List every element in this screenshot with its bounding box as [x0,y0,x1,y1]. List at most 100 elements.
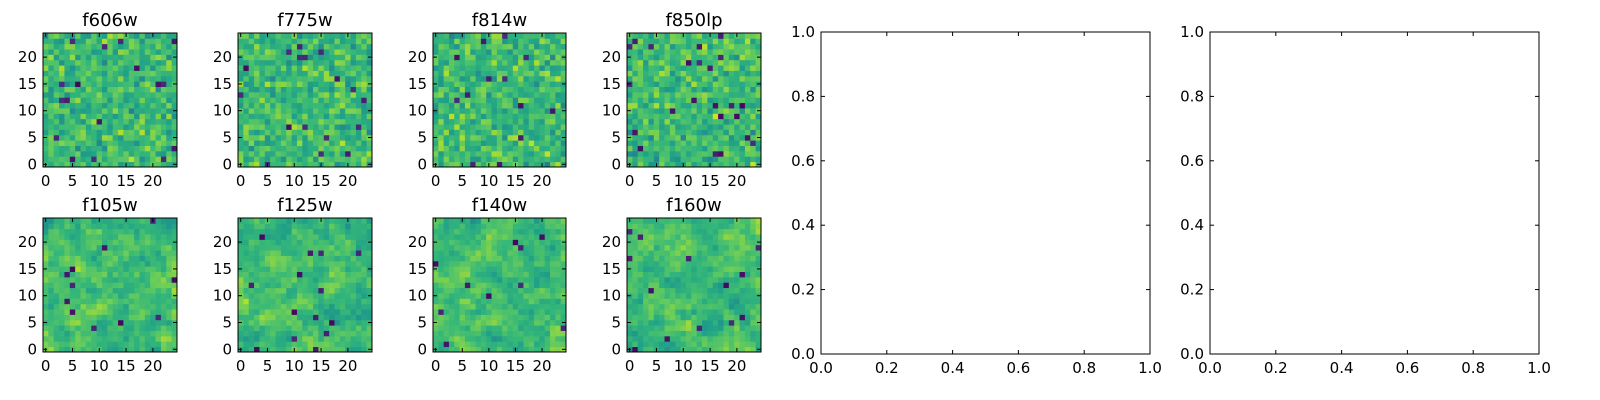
heatmap-cell [454,145,460,152]
heatmap-cell [286,319,292,326]
heatmap-cell [339,140,346,146]
heatmap-cell [101,59,108,66]
heatmap-cell [512,54,519,61]
heatmap-cell [523,234,530,240]
heatmap-cell [80,140,87,146]
heatmap-cell [361,282,368,289]
heatmap-cell [291,118,298,125]
heatmap-cell [118,260,124,267]
heatmap-cell [118,325,124,331]
heatmap-cell [91,325,97,331]
heatmap-cell [43,303,49,310]
heatmap-cell [313,250,319,256]
heatmap-cell [166,234,173,240]
heatmap-cell [280,150,287,157]
heatmap-cell [339,59,346,66]
heatmap-cell [696,49,703,55]
heatmap-cell [107,287,114,294]
heatmap-cell [680,145,687,152]
heatmap-cell [59,75,65,82]
heatmap-cell [734,97,740,104]
heatmap-cell [238,38,244,45]
heatmap-cell [675,282,681,289]
heatmap-cell [518,228,524,235]
heatmap-cell [96,271,103,278]
heatmap-cell [523,91,530,98]
heatmap-cell [107,335,114,342]
heatmap-cell [739,145,746,152]
heatmap-cell [480,239,487,246]
heatmap-cell [712,319,719,326]
heatmap-cell [323,346,330,353]
heatmap-cell [302,276,309,283]
heatmap-cell [80,330,87,337]
heatmap-cell [69,54,76,61]
heatmap-cell [96,59,103,66]
heatmap-cell [550,282,556,289]
heatmap-cell [259,234,266,240]
heatmap-cell [270,145,276,152]
heatmap-cell [433,223,439,230]
heatmap-cell [534,244,540,251]
heatmap-cell [664,266,671,272]
heatmap-cell [438,150,445,157]
heatmap-cell [166,298,173,305]
heatmap-cell [313,70,319,77]
heatmap-cell [459,319,466,326]
heatmap-cell [307,134,314,141]
heatmap-cell [96,260,103,267]
heatmap-cell [302,113,309,120]
heatmap-cell [96,86,103,93]
heatmap-cell [696,33,703,39]
heatmap-cell [659,319,665,326]
heatmap-cell [150,330,156,337]
heatmap-cell [264,86,271,93]
heatmap-cell [718,325,724,331]
heatmap-cell [264,255,271,262]
heatmap-cell [139,341,146,348]
heatmap-cells [43,33,178,168]
heatmap-cell [59,282,65,289]
heatmap-cell [502,346,508,353]
heatmap-cell [696,282,703,289]
heatmap-cell [286,244,292,251]
heatmap-cell [101,33,108,39]
heatmap-cell [454,239,460,246]
heatmap-cell [685,81,692,87]
heatmap-cell [53,81,60,87]
heatmap-cell [438,330,445,337]
heatmap-cell [139,244,146,251]
heatmap-cell [464,54,471,61]
heatmap-cell [653,86,660,93]
heatmap-cell [313,86,319,93]
heatmap-cell [470,250,476,256]
heatmap-cell [248,309,255,315]
heatmap-cell [675,97,681,104]
heatmap-cell [91,282,97,289]
heatmap-cell [323,43,330,50]
heatmap-cell [555,86,562,93]
heatmap-cell [264,287,271,294]
heatmap-cell [53,234,60,240]
heatmap-cell [118,140,124,146]
heatmap-cell [123,102,130,109]
heatmap-cell [459,134,466,141]
heatmap-cell [648,156,655,163]
heatmap-cell [502,97,508,104]
heatmap-cell [750,108,757,114]
heatmap-cells [433,218,567,353]
heatmap-cell [491,271,498,278]
heatmap-cell [534,314,540,321]
heatmap-cell [323,282,330,289]
heatmap-cell [659,346,665,353]
heatmap-cell [48,255,55,262]
heatmap-cell [302,282,309,289]
heatmap-cell [448,140,455,146]
heatmap-cell [171,260,178,267]
heatmap-cell [238,91,244,98]
heatmap-cell [443,255,450,262]
heatmap-cell [734,303,740,310]
heatmap-cell [134,239,140,246]
heatmap-cell [112,276,119,283]
heatmap-cell [345,341,351,348]
